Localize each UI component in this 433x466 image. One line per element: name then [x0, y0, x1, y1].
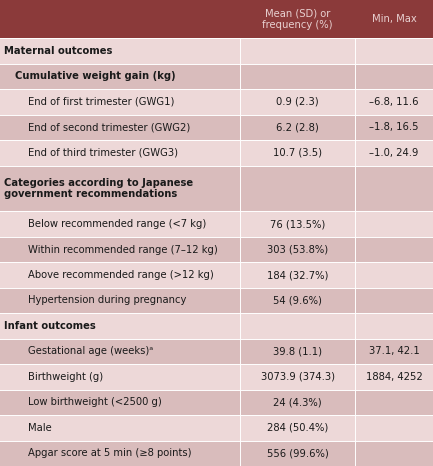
Text: Within recommended range (7–12 kg): Within recommended range (7–12 kg) [28, 245, 218, 254]
Text: 24 (4.3%): 24 (4.3%) [273, 397, 322, 407]
Text: Cumulative weight gain (kg): Cumulative weight gain (kg) [15, 71, 176, 82]
Text: 556 (99.6%): 556 (99.6%) [267, 448, 329, 458]
Bar [0, 64, 433, 89]
Bar [0, 364, 433, 390]
Bar [0, 38, 433, 64]
Text: Gestational age (weeks)ᵃ: Gestational age (weeks)ᵃ [28, 346, 153, 356]
Text: Birthweight (g): Birthweight (g) [28, 372, 103, 382]
Bar [0, 0, 433, 38]
Text: 37.1, 42.1: 37.1, 42.1 [368, 346, 420, 356]
Text: –1.8, 16.5: –1.8, 16.5 [369, 122, 419, 132]
Text: 284 (50.4%): 284 (50.4%) [267, 423, 328, 433]
Text: End of first trimester (GWG1): End of first trimester (GWG1) [28, 97, 174, 107]
Text: –1.0, 24.9: –1.0, 24.9 [369, 148, 419, 158]
Text: Low birthweight (<2500 g): Low birthweight (<2500 g) [28, 397, 162, 407]
Bar [0, 140, 433, 165]
Bar [0, 339, 433, 364]
Bar [0, 440, 433, 466]
Text: 39.8 (1.1): 39.8 (1.1) [273, 346, 322, 356]
Text: 76 (13.5%): 76 (13.5%) [270, 219, 325, 229]
Bar [0, 288, 433, 313]
Text: 54 (9.6%): 54 (9.6%) [273, 295, 322, 306]
Text: Below recommended range (<7 kg): Below recommended range (<7 kg) [28, 219, 207, 229]
Bar [0, 212, 433, 237]
Text: End of second trimester (GWG2): End of second trimester (GWG2) [28, 122, 191, 132]
Text: 3073.9 (374.3): 3073.9 (374.3) [261, 372, 335, 382]
Text: Male: Male [28, 423, 52, 433]
Bar [0, 390, 433, 415]
Text: Above recommended range (>12 kg): Above recommended range (>12 kg) [28, 270, 214, 280]
Text: Categories according to Japanese
government recommendations: Categories according to Japanese governm… [4, 178, 194, 199]
Bar [0, 89, 433, 115]
Bar [0, 313, 433, 339]
Bar [0, 165, 433, 212]
Text: 184 (32.7%): 184 (32.7%) [267, 270, 328, 280]
Text: –6.8, 11.6: –6.8, 11.6 [369, 97, 419, 107]
Text: End of third trimester (GWG3): End of third trimester (GWG3) [28, 148, 178, 158]
Text: 0.9 (2.3): 0.9 (2.3) [276, 97, 319, 107]
Text: Hypertension during pregnancy: Hypertension during pregnancy [28, 295, 187, 306]
Text: 303 (53.8%): 303 (53.8%) [267, 245, 328, 254]
Text: Mean (SD) or
frequency (%): Mean (SD) or frequency (%) [262, 8, 333, 30]
Text: 6.2 (2.8): 6.2 (2.8) [276, 122, 319, 132]
Text: 10.7 (3.5): 10.7 (3.5) [273, 148, 322, 158]
Text: 1884, 4252: 1884, 4252 [365, 372, 423, 382]
Bar [0, 415, 433, 440]
Bar [0, 237, 433, 262]
Text: Min, Max: Min, Max [372, 14, 417, 24]
Text: Infant outcomes: Infant outcomes [4, 321, 96, 331]
Text: Apgar score at 5 min (≥8 points): Apgar score at 5 min (≥8 points) [28, 448, 192, 458]
Text: Maternal outcomes: Maternal outcomes [4, 46, 113, 56]
Bar [0, 262, 433, 288]
Bar [0, 115, 433, 140]
